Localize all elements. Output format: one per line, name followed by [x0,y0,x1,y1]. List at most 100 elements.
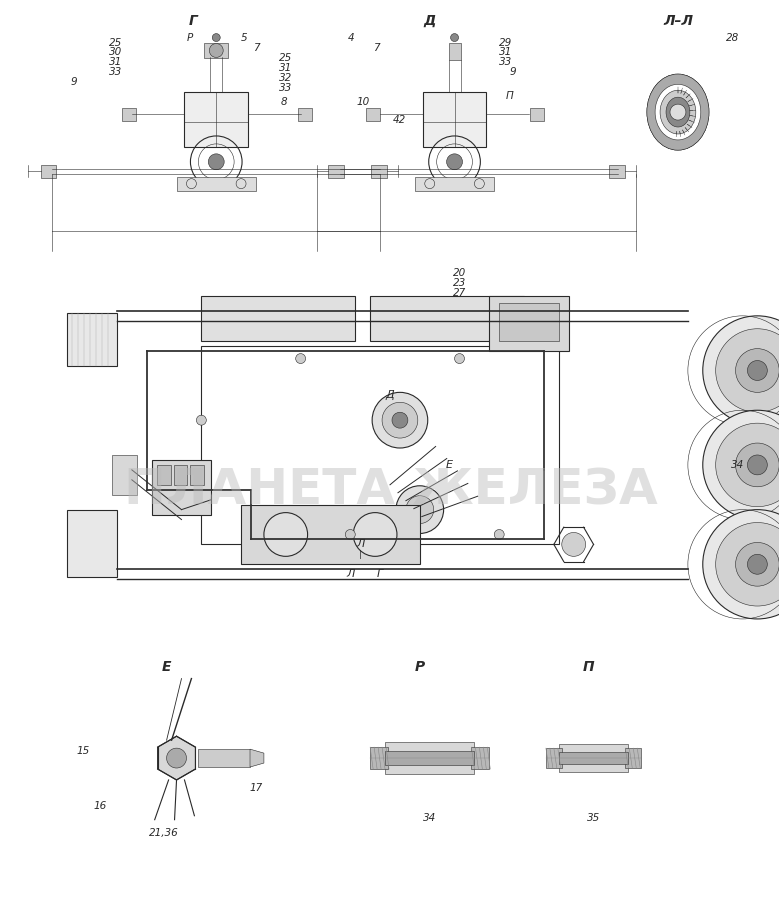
Text: 25: 25 [109,38,122,48]
Bar [185,92,248,147]
Bar [371,165,387,177]
Text: 35: 35 [587,813,600,823]
Circle shape [212,33,221,41]
Circle shape [447,154,462,170]
Circle shape [736,348,779,392]
Text: 21,36: 21,36 [149,828,178,838]
Text: 33: 33 [109,68,122,77]
Circle shape [196,415,206,425]
Text: 15: 15 [77,746,90,756]
Bar [370,747,388,769]
Bar [559,744,628,772]
Text: Л: Л [356,539,364,549]
Bar [472,747,490,769]
Bar [385,752,475,765]
Ellipse shape [655,85,701,140]
Text: 31: 31 [499,48,512,58]
Bar [191,465,204,485]
Circle shape [208,154,224,170]
Bar [199,749,250,767]
Text: |: | [359,550,361,559]
Circle shape [396,486,443,534]
Bar [201,346,559,544]
Bar [370,296,524,341]
Bar [490,296,569,351]
Circle shape [561,533,586,556]
Text: 31: 31 [109,58,122,68]
Text: П: П [583,660,594,674]
Text: 30: 30 [109,48,122,58]
Bar [609,165,626,177]
Text: 7: 7 [253,43,260,53]
Circle shape [716,423,782,507]
Text: 7: 7 [373,43,380,53]
Text: Е: Е [446,460,453,470]
Text: 33: 33 [499,58,512,68]
Text: 31: 31 [279,63,292,74]
Bar [177,176,256,191]
Ellipse shape [666,97,690,127]
Ellipse shape [647,75,708,150]
Text: Д: Д [424,14,436,28]
Text: 5: 5 [241,32,247,42]
Text: 23: 23 [453,278,466,288]
Circle shape [210,43,223,58]
Bar [530,108,544,121]
Bar [298,108,311,121]
Bar [201,296,355,341]
Bar [156,465,170,485]
Polygon shape [67,509,117,577]
Circle shape [406,496,434,524]
Circle shape [494,529,504,539]
Text: 17: 17 [249,783,262,793]
Bar [328,165,344,177]
Circle shape [346,529,355,539]
Text: ПЛАНЕТА ЖЕЛЕЗА: ПЛАНЕТА ЖЕЛЕЗА [124,466,658,514]
Bar [112,455,137,495]
Text: 34: 34 [731,460,744,470]
Circle shape [703,316,782,425]
Text: 16: 16 [94,801,107,811]
Bar [546,748,561,768]
Text: 42: 42 [393,115,407,125]
Bar [559,752,628,764]
Text: 33: 33 [279,83,292,94]
Bar [152,460,211,515]
Circle shape [703,410,782,519]
Text: 25: 25 [279,53,292,63]
Circle shape [748,455,767,475]
Bar [366,108,380,121]
Text: Г: Г [189,14,198,28]
Circle shape [392,412,408,428]
Text: 10: 10 [357,97,370,107]
Circle shape [372,392,428,448]
Ellipse shape [647,75,708,150]
Circle shape [748,554,767,574]
Bar [174,465,188,485]
Text: Г: Г [377,569,383,580]
Text: 9: 9 [70,77,77,87]
Circle shape [382,402,418,438]
Circle shape [736,443,779,487]
Text: 27: 27 [453,288,466,298]
Circle shape [353,513,397,556]
Polygon shape [250,749,264,767]
Bar [204,42,228,58]
Circle shape [736,543,779,586]
Text: 9: 9 [509,68,516,77]
Bar [385,742,475,774]
Bar [122,108,136,121]
Text: 8: 8 [281,97,288,107]
Text: Л: Л [346,569,354,580]
Circle shape [264,513,307,556]
Circle shape [716,523,782,606]
Bar [423,92,486,147]
Circle shape [454,354,465,364]
Circle shape [167,748,186,768]
Bar [626,748,641,768]
Text: Р: Р [186,32,192,42]
Polygon shape [67,313,117,365]
Circle shape [703,509,782,619]
Bar [499,303,559,341]
Text: Е: Е [162,660,171,674]
